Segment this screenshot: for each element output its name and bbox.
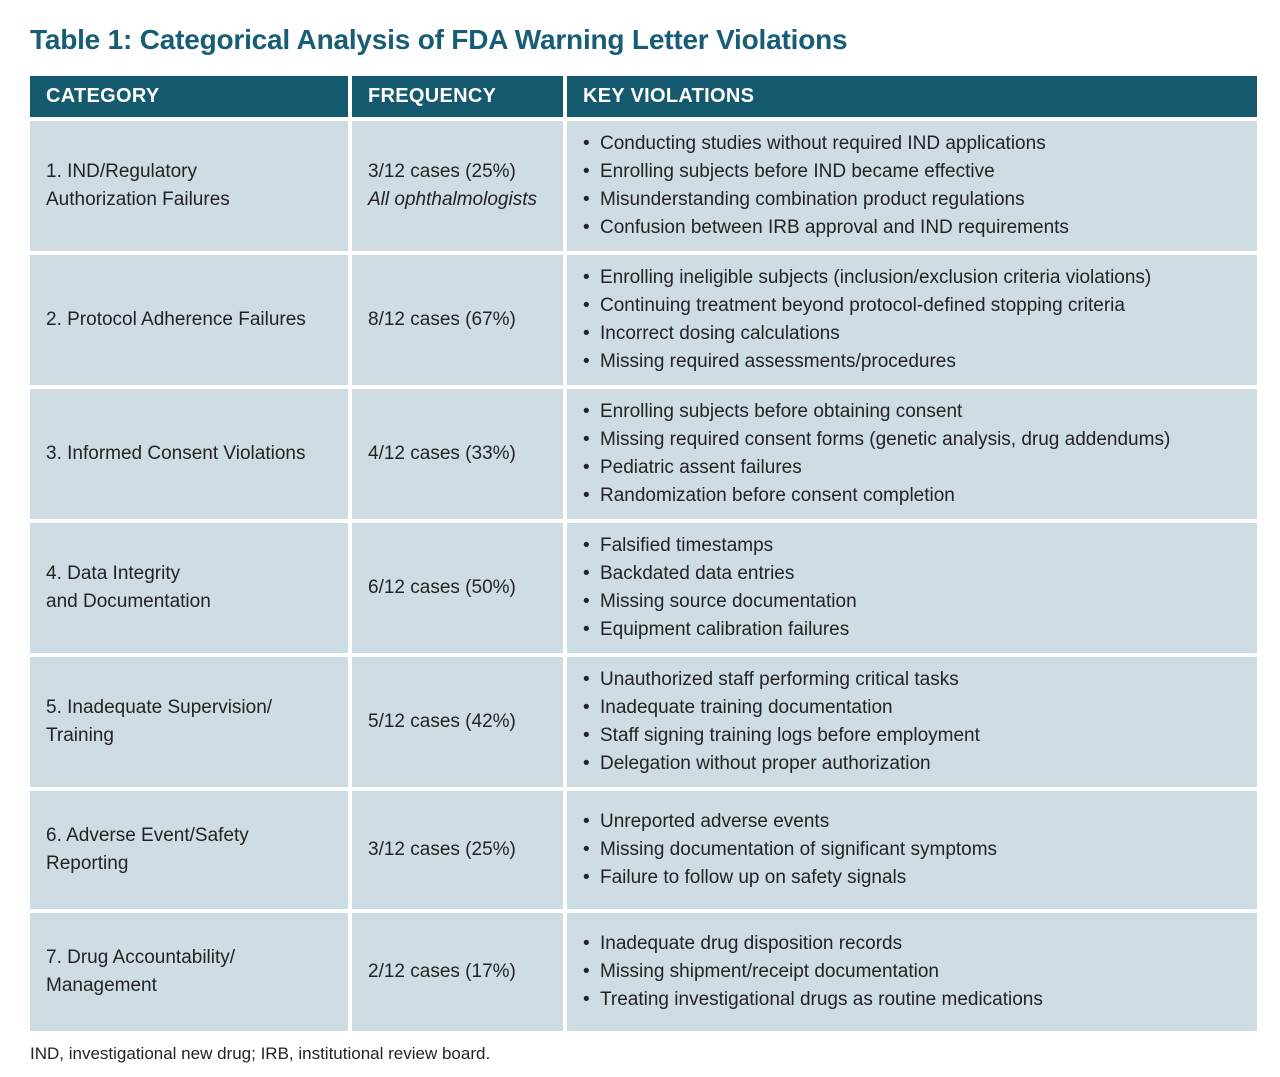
category-cell: 3. Informed Consent Violations	[30, 389, 348, 519]
violations-cell: Unreported adverse eventsMissing documen…	[567, 791, 1257, 909]
violation-item: Unreported adverse events	[583, 808, 1249, 836]
column-header-key-violations: KEY VIOLATIONS	[567, 76, 1257, 117]
table-row: 6. Adverse Event/Safety Reporting 3/12 c…	[30, 791, 1257, 909]
violations-list: Inadequate drug disposition recordsMissi…	[583, 930, 1249, 1014]
frequency-cell: 6/12 cases (50%)	[352, 523, 563, 653]
violation-item: Missing documentation of significant sym…	[583, 836, 1249, 864]
violations-cell: Enrolling subjects before obtaining cons…	[567, 389, 1257, 519]
violations-list: Unreported adverse eventsMissing documen…	[583, 808, 1249, 892]
violation-item: Inadequate drug disposition records	[583, 930, 1249, 958]
table-row: 3. Informed Consent Violations 4/12 case…	[30, 389, 1257, 519]
violation-item: Missing source documentation	[583, 588, 1249, 616]
violation-item: Delegation without proper authorization	[583, 750, 1249, 778]
frequency-value: 8/12 cases (67%)	[368, 309, 516, 330]
violation-item: Failure to follow up on safety signals	[583, 864, 1249, 892]
page-title: Table 1: Categorical Analysis of FDA War…	[30, 24, 848, 55]
violations-list: Unauthorized staff performing critical t…	[583, 666, 1249, 778]
violations-list: Enrolling ineligible subjects (inclusion…	[583, 264, 1249, 376]
table-row: 2. Protocol Adherence Failures 8/12 case…	[30, 255, 1257, 385]
table-row: 4. Data Integrity and Documentation 6/12…	[30, 523, 1257, 653]
violations-list: Falsified timestampsBackdated data entri…	[583, 532, 1249, 644]
violation-item: Enrolling ineligible subjects (inclusion…	[583, 264, 1249, 292]
category-cell: 4. Data Integrity and Documentation	[30, 523, 348, 653]
category-cell: 6. Adverse Event/Safety Reporting	[30, 791, 348, 909]
frequency-cell: 8/12 cases (67%)	[352, 255, 563, 385]
violation-item: Randomization before consent completion	[583, 482, 1249, 510]
column-header-frequency: FREQUENCY	[352, 76, 563, 117]
frequency-value: 3/12 cases (25%)	[368, 839, 516, 860]
frequency-value: 3/12 cases (25%)	[368, 161, 516, 182]
violation-item: Missing required consent forms (genetic …	[583, 426, 1249, 454]
footnote: IND, investigational new drug; IRB, inst…	[30, 1044, 491, 1063]
violation-item: Missing shipment/receipt documentation	[583, 958, 1249, 986]
frequency-value: 6/12 cases (50%)	[368, 577, 516, 598]
violations-list: Enrolling subjects before obtaining cons…	[583, 398, 1249, 510]
frequency-cell: 4/12 cases (33%)	[352, 389, 563, 519]
table-header-row: CATEGORY FREQUENCY KEY VIOLATIONS	[30, 76, 1257, 117]
violation-item: Incorrect dosing calculations	[583, 320, 1249, 348]
violation-item: Misunderstanding combination product reg…	[583, 186, 1249, 214]
frequency-cell: 5/12 cases (42%)	[352, 657, 563, 787]
violations-cell: Inadequate drug disposition recordsMissi…	[567, 913, 1257, 1031]
violation-item: Equipment calibration failures	[583, 616, 1249, 644]
frequency-cell: 3/12 cases (25%)	[352, 791, 563, 909]
category-cell: 1. IND/Regulatory Authorization Failures	[30, 121, 348, 251]
violation-item: Treating investigational drugs as routin…	[583, 986, 1249, 1014]
violation-item: Continuing treatment beyond protocol-def…	[583, 292, 1249, 320]
column-header-category: CATEGORY	[30, 76, 348, 117]
table-row: 5. Inadequate Supervision/ Training 5/12…	[30, 657, 1257, 787]
violation-item: Conducting studies without required IND …	[583, 130, 1249, 158]
violations-cell: Enrolling ineligible subjects (inclusion…	[567, 255, 1257, 385]
frequency-cell: 3/12 cases (25%) All ophthalmologists	[352, 121, 563, 251]
category-cell: 2. Protocol Adherence Failures	[30, 255, 348, 385]
violations-cell: Falsified timestampsBackdated data entri…	[567, 523, 1257, 653]
table-row: 1. IND/Regulatory Authorization Failures…	[30, 121, 1257, 251]
violations-cell: Unauthorized staff performing critical t…	[567, 657, 1257, 787]
violation-item: Confusion between IRB approval and IND r…	[583, 214, 1249, 242]
frequency-value: 2/12 cases (17%)	[368, 961, 516, 982]
violation-item: Pediatric assent failures	[583, 454, 1249, 482]
violation-item: Missing required assessments/procedures	[583, 348, 1249, 376]
violation-item: Falsified timestamps	[583, 532, 1249, 560]
violations-cell: Conducting studies without required IND …	[567, 121, 1257, 251]
violation-item: Enrolling subjects before obtaining cons…	[583, 398, 1249, 426]
frequency-note: All ophthalmologists	[368, 189, 537, 210]
violation-item: Enrolling subjects before IND became eff…	[583, 158, 1249, 186]
violation-item: Inadequate training documentation	[583, 694, 1249, 722]
violation-item: Backdated data entries	[583, 560, 1249, 588]
frequency-value: 5/12 cases (42%)	[368, 711, 516, 732]
table-row: 7. Drug Accountability/ Management 2/12 …	[30, 913, 1257, 1031]
frequency-cell: 2/12 cases (17%)	[352, 913, 563, 1031]
violations-table: CATEGORY FREQUENCY KEY VIOLATIONS 1. IND…	[26, 72, 1261, 1035]
category-cell: 7. Drug Accountability/ Management	[30, 913, 348, 1031]
violations-list: Conducting studies without required IND …	[583, 130, 1249, 242]
category-cell: 5. Inadequate Supervision/ Training	[30, 657, 348, 787]
violation-item: Unauthorized staff performing critical t…	[583, 666, 1249, 694]
frequency-value: 4/12 cases (33%)	[368, 443, 516, 464]
violation-item: Staff signing training logs before emplo…	[583, 722, 1249, 750]
